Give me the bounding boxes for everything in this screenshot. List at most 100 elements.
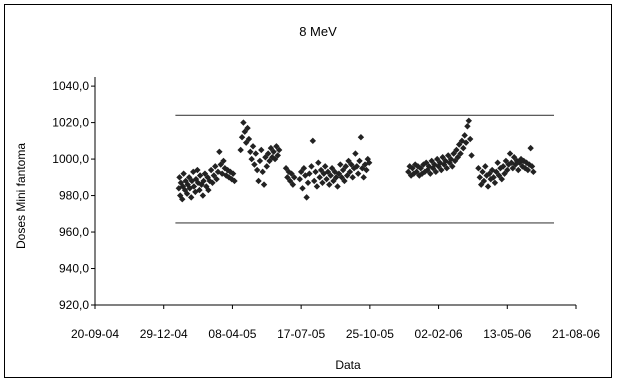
limit-lines xyxy=(175,114,555,224)
data-point xyxy=(183,190,191,197)
data-point xyxy=(315,159,322,166)
data-point xyxy=(343,172,351,179)
data-point xyxy=(248,155,255,163)
data-point xyxy=(244,124,251,132)
data-point xyxy=(446,159,453,166)
data-point xyxy=(457,150,464,157)
data-point xyxy=(464,123,471,130)
data-point xyxy=(213,175,220,183)
data-point xyxy=(432,168,440,176)
data-point xyxy=(253,166,261,174)
data-point xyxy=(249,143,257,150)
data-point xyxy=(319,179,326,186)
data-point xyxy=(480,177,488,185)
data-point xyxy=(303,194,310,201)
data-point xyxy=(231,177,238,185)
data-point xyxy=(512,161,519,168)
data-point xyxy=(477,181,485,188)
data-point xyxy=(494,159,501,166)
chart-frame: 8 MeV Data Doses Mini fantoma 920,0 940,0… xyxy=(4,4,612,378)
data-point xyxy=(519,163,526,170)
data-point xyxy=(247,148,254,155)
data-point xyxy=(499,163,507,170)
scatter-chart: 8 MeV Data Doses Mini fantoma 920,0 940,0… xyxy=(14,24,600,372)
x-tick-label: 21-08-06 xyxy=(552,327,600,341)
data-point xyxy=(309,137,317,145)
data-point xyxy=(475,165,482,172)
data-point xyxy=(212,163,219,170)
data-point xyxy=(354,170,362,177)
y-tick-label: 1000,0 xyxy=(52,152,89,166)
data-point xyxy=(356,157,363,165)
data-point xyxy=(199,192,207,199)
y-tick-label: 980,0 xyxy=(59,189,89,203)
data-point xyxy=(218,170,226,177)
data-point xyxy=(490,174,497,181)
data-point xyxy=(346,168,354,176)
data-point xyxy=(196,172,204,179)
data-point xyxy=(520,157,527,165)
data-point xyxy=(443,165,451,172)
data-point xyxy=(184,181,191,188)
data-point xyxy=(321,163,329,170)
data-point xyxy=(418,170,426,177)
data-point xyxy=(423,159,430,166)
data-point xyxy=(179,196,186,203)
data-point xyxy=(237,146,244,154)
data-point xyxy=(291,174,298,181)
data-point xyxy=(229,170,237,177)
data-point xyxy=(450,150,457,157)
data-point xyxy=(523,159,530,166)
data-point xyxy=(483,172,490,179)
data-point xyxy=(365,159,373,166)
data-point xyxy=(491,179,499,186)
x-tick-label: 08-04-05 xyxy=(208,327,256,341)
data-point xyxy=(468,152,475,159)
y-tick-label: 920,0 xyxy=(59,298,89,312)
data-point xyxy=(264,150,272,157)
data-point xyxy=(337,161,344,168)
x-axis-label: Data xyxy=(335,358,361,372)
x-tick-label: 13-05-06 xyxy=(483,327,531,341)
data-point xyxy=(289,181,297,188)
data-points xyxy=(175,117,537,203)
data-point xyxy=(258,146,265,154)
data-point xyxy=(440,161,448,168)
data-point xyxy=(515,166,522,174)
data-point xyxy=(200,177,207,185)
data-point xyxy=(501,170,508,177)
y-tick-label: 960,0 xyxy=(59,225,89,239)
data-point xyxy=(357,133,365,141)
data-point xyxy=(453,146,460,154)
data-point xyxy=(260,181,268,188)
data-point xyxy=(461,132,468,139)
x-tick-label: 20-09-04 xyxy=(71,327,119,341)
data-point xyxy=(306,170,313,177)
y-ticks: 920,0 940,0 960,0 980,0 1000,0 1020,0 1040,0 xyxy=(52,79,95,312)
y-tick-label: 1020,0 xyxy=(52,116,89,130)
data-point xyxy=(240,119,247,126)
data-point xyxy=(255,177,262,185)
data-point xyxy=(274,152,281,159)
data-point xyxy=(530,168,537,176)
data-point xyxy=(466,135,474,143)
data-point xyxy=(320,170,328,177)
data-point xyxy=(188,194,195,201)
data-point xyxy=(176,174,183,181)
data-point xyxy=(316,174,323,181)
data-point xyxy=(205,186,212,194)
data-point xyxy=(312,168,319,176)
data-point xyxy=(203,183,210,190)
data-point xyxy=(245,135,253,143)
data-point xyxy=(476,174,483,181)
data-point xyxy=(449,163,456,170)
data-point xyxy=(462,139,470,146)
data-point xyxy=(506,150,514,157)
data-point xyxy=(216,148,223,155)
data-point xyxy=(252,150,259,157)
data-point xyxy=(352,150,359,157)
data-point xyxy=(270,148,277,155)
data-point xyxy=(412,161,419,168)
data-point xyxy=(207,166,215,174)
data-point xyxy=(308,163,315,170)
